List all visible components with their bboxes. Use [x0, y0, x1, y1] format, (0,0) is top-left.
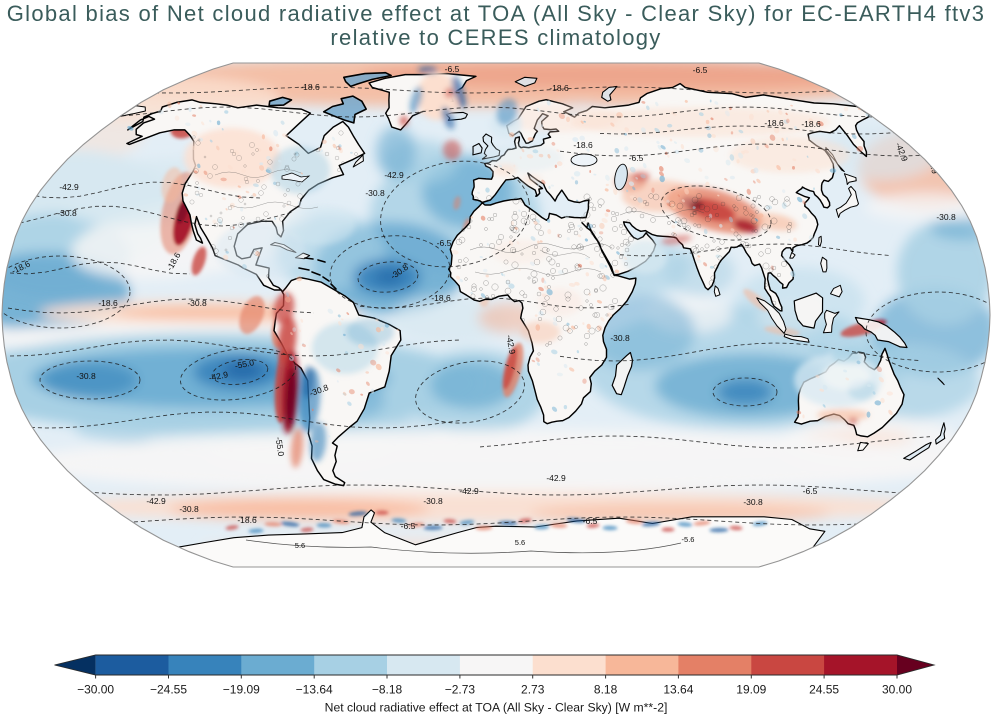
svg-text:-18.6: -18.6	[764, 118, 784, 128]
svg-text:−30.00: −30.00	[77, 683, 114, 697]
svg-text:-30.8: -30.8	[57, 208, 77, 218]
svg-text:-6.5: -6.5	[437, 238, 452, 248]
svg-text:-30.8: -30.8	[76, 371, 96, 381]
svg-text:-18.6: -18.6	[801, 119, 821, 129]
svg-text:−24.55: −24.55	[150, 683, 187, 697]
svg-text:30.00: 30.00	[882, 683, 912, 697]
svg-text:-42.9: -42.9	[146, 496, 166, 506]
svg-text:-55.0: -55.0	[234, 357, 255, 371]
svg-text:-42.9: -42.9	[546, 473, 566, 483]
svg-text:-5.6: -5.6	[682, 535, 695, 544]
svg-text:-18.6: -18.6	[549, 83, 569, 93]
svg-text:-42.9: -42.9	[459, 486, 479, 496]
svg-text:-30.8: -30.8	[743, 497, 763, 507]
svg-text:2.73: 2.73	[521, 683, 545, 697]
svg-text:-30.8: -30.8	[187, 298, 207, 308]
svg-text:5.6: 5.6	[515, 538, 525, 547]
svg-text:-42.9: -42.9	[504, 334, 517, 355]
svg-text:-6.5: -6.5	[445, 64, 460, 74]
svg-text:−8.18: −8.18	[372, 683, 403, 697]
svg-text:-42.9: -42.9	[208, 369, 229, 383]
svg-text:8.18: 8.18	[594, 683, 618, 697]
svg-text:Net cloud radiative effect at: Net cloud radiative effect at TOA (All S…	[325, 701, 668, 715]
svg-text:13.64: 13.64	[663, 683, 693, 697]
svg-text:-6.5: -6.5	[401, 521, 416, 531]
svg-text:-55.0: -55.0	[274, 436, 287, 457]
svg-text:-30.8: -30.8	[610, 333, 630, 343]
svg-text:-30.8: -30.8	[179, 504, 199, 514]
svg-text:-18.6: -18.6	[573, 140, 593, 150]
svg-text:-42.9: -42.9	[59, 182, 79, 192]
svg-text:24.55: 24.55	[809, 683, 839, 697]
svg-text:5.6: 5.6	[295, 541, 305, 550]
svg-text:-30.8: -30.8	[365, 188, 385, 198]
svg-text:-6.5: -6.5	[583, 516, 598, 526]
svg-text:-42.9: -42.9	[384, 170, 404, 180]
svg-text:-18.6: -18.6	[237, 515, 257, 525]
svg-text:-30.8: -30.8	[423, 496, 443, 506]
svg-text:relative to CERES climatology: relative to CERES climatology	[330, 25, 661, 50]
svg-text:−13.64: −13.64	[296, 683, 333, 697]
svg-text:−19.09: −19.09	[223, 683, 260, 697]
svg-text:-6.5: -6.5	[803, 486, 818, 496]
svg-text:-6.5: -6.5	[629, 153, 644, 163]
svg-text:−2.73: −2.73	[445, 683, 476, 697]
svg-text:-30.8: -30.8	[936, 212, 956, 222]
svg-text:-18.6: -18.6	[431, 293, 451, 303]
svg-text:-18.6: -18.6	[98, 298, 118, 308]
svg-text:19.09: 19.09	[736, 683, 766, 697]
svg-text:Global bias of Net cloud radia: Global bias of Net cloud radiative effec…	[7, 1, 986, 26]
svg-text:-6.5: -6.5	[693, 65, 708, 75]
svg-text:-18.6: -18.6	[300, 82, 320, 92]
